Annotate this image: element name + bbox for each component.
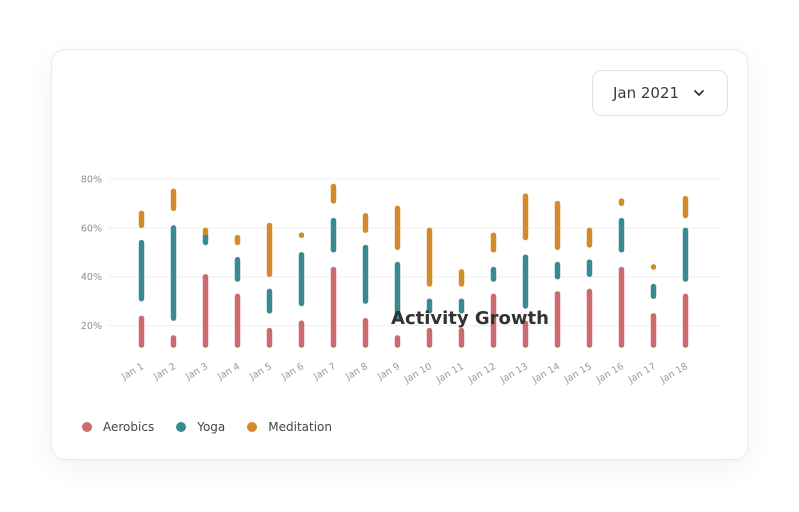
legend-dot <box>176 422 187 432</box>
chart-plot: 20%40%60%80%Jan 1 Jan 2 Jan 3 Jan 4 Jan 5 Jan… <box>81 175 720 386</box>
x-tick-label: Jan 14 <box>530 361 562 386</box>
x-tick-label: Jan 10 <box>402 361 434 386</box>
chart-legend: Aerobics Yoga Meditation <box>82 417 354 437</box>
legend-label: Yoga <box>197 420 226 434</box>
x-tick-label: Jan 1 <box>119 361 146 383</box>
x-tick-label: Jan 4 <box>215 361 242 383</box>
legend-item-aerobics: Aerobics <box>82 420 154 434</box>
legend-dot <box>82 422 92 432</box>
x-tick-label: Jan 5 <box>247 361 274 383</box>
x-tick-label: Jan 15 <box>562 361 594 386</box>
x-tick-label: Jan 8 <box>343 361 370 383</box>
y-tick-label: 80% <box>81 175 102 186</box>
date-select-value: Jan 2021 <box>613 84 680 102</box>
legend-item-meditation: Meditation <box>247 420 332 434</box>
chevron-down-icon <box>694 90 704 96</box>
legend-dot <box>247 422 258 432</box>
legend-label: Aerobics <box>103 420 155 434</box>
x-tick-label: Jan 7 <box>311 361 338 383</box>
x-tick-label: Jan 2 <box>151 361 178 383</box>
x-tick-label: Jan 9 <box>375 361 402 383</box>
x-tick-label: Jan 12 <box>466 361 498 386</box>
legend-label: Meditation <box>268 420 332 434</box>
x-tick-label: Jan 6 <box>279 361 306 383</box>
x-tick-label: Jan 3 <box>183 361 210 383</box>
y-tick-label: 40% <box>81 272 102 283</box>
x-tick-label: Jan 11 <box>434 361 466 386</box>
x-tick-label: Jan 16 <box>594 361 626 386</box>
y-tick-label: 60% <box>81 223 102 234</box>
date-select[interactable]: Jan 2021 <box>592 70 728 116</box>
x-tick-label: Jan 13 <box>498 361 530 386</box>
y-tick-label: 20% <box>81 321 102 332</box>
chart-card: Jan 2021 20% 40% 60% 80% Jan 1 Jan 2 Jan 3 Jan … <box>51 49 748 460</box>
chart-title: Activity Growth <box>391 308 549 329</box>
x-tick-label: Jan 18 <box>658 361 690 386</box>
legend-item-yoga: Yoga <box>176 420 225 434</box>
x-tick-label: Jan 17 <box>626 361 658 386</box>
